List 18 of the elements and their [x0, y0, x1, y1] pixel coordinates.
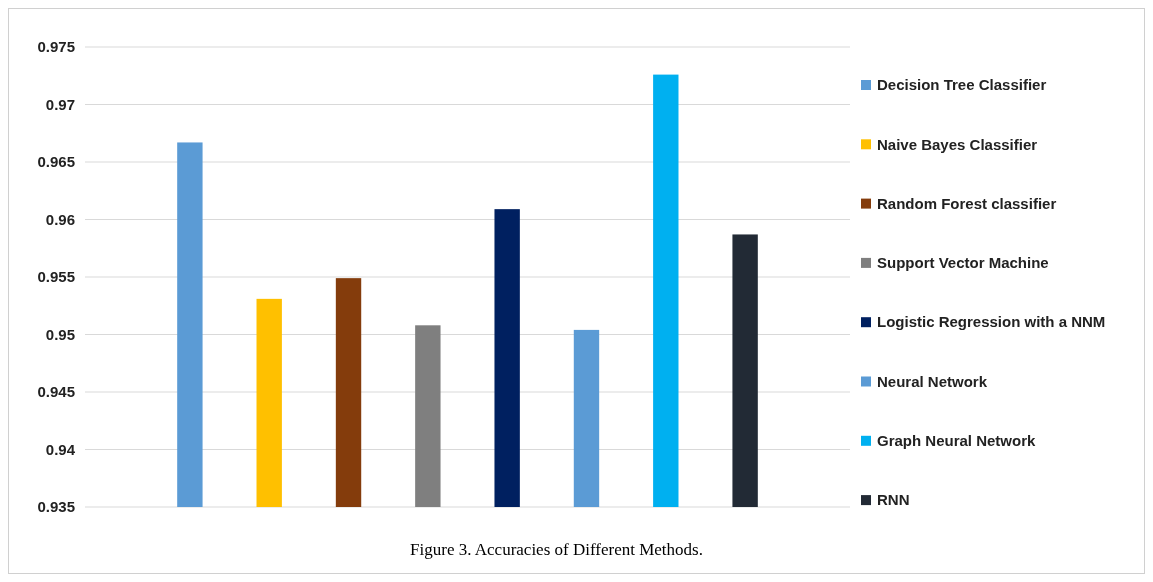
y-tick-label: 0.945	[37, 383, 75, 401]
legend-label: Naive Bayes Classifier	[877, 135, 1038, 153]
y-tick-label: 0.96	[45, 210, 75, 228]
y-tick-label: 0.975	[37, 38, 75, 56]
legend-label: Decision Tree Classifier	[877, 76, 1047, 94]
legend-label: Random Forest classifier	[877, 194, 1057, 212]
y-tick-label: 0.955	[37, 268, 75, 286]
legend-label: Logistic Regression with a NNM	[877, 313, 1106, 331]
y-tick-label: 0.97	[45, 95, 75, 113]
y-tick-label: 0.95	[45, 325, 75, 343]
y-tick-label: 0.935	[37, 498, 75, 516]
text: Figure 3. Accuracies of Different Methods.	[410, 540, 703, 559]
legend-label: RNN	[877, 491, 910, 509]
legend-label: Support Vector Machine	[877, 254, 1049, 272]
legend-label: Graph Neural Network	[877, 432, 1037, 450]
y-tick-label: 0.94	[45, 440, 76, 458]
legend-label: Neural Network	[877, 372, 988, 390]
y-tick-label: 0.965	[37, 153, 75, 171]
